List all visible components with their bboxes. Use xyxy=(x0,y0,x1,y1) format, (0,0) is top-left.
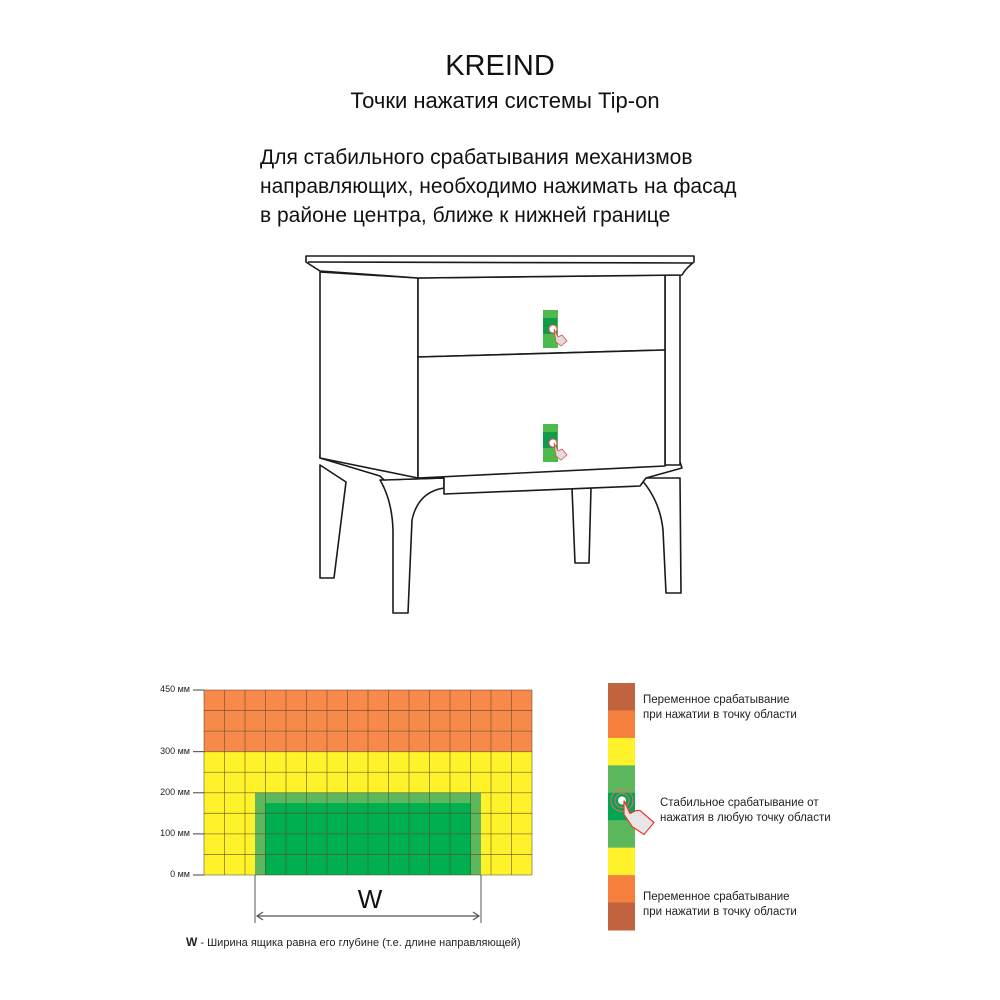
legend-segment xyxy=(608,710,635,739)
legend-variable-bottom: Переменное срабатывание при нажатии в то… xyxy=(643,890,797,920)
instruction-line: Для стабильного срабатывания механизмов xyxy=(260,146,693,169)
legend-line: Стабильное срабатывание от xyxy=(660,797,819,809)
caption-text: - Ширина ящика равна его глубине (т.е. д… xyxy=(197,937,521,949)
legend-line: Переменное срабатывание xyxy=(643,891,790,903)
legend-segment xyxy=(608,737,635,766)
tick-0: 0 мм xyxy=(170,869,190,879)
caption: W - Ширина ящика равна его глубине (т.е.… xyxy=(186,935,521,949)
legend-bar xyxy=(608,683,655,931)
legend-line: нажатия в любую точку области xyxy=(660,812,831,824)
legend-segment xyxy=(608,902,635,931)
leg-front-right xyxy=(639,477,682,594)
bottom-drawer xyxy=(417,349,666,479)
legend-stable: Стабильное срабатывание от нажатия в люб… xyxy=(660,796,831,826)
leg-front-left xyxy=(379,477,445,614)
arrow-head-right xyxy=(472,911,481,921)
legend-line: Переменное срабатывание xyxy=(643,694,790,706)
top-drawer xyxy=(417,274,666,358)
instructions: Для стабильного срабатывания механизмов … xyxy=(260,143,737,230)
tick-200: 200 мм xyxy=(160,787,190,797)
legend-variable-top: Переменное срабатывание при нажатии в то… xyxy=(643,693,797,723)
legend-segment xyxy=(608,875,635,904)
brand-title: KREIND xyxy=(445,50,555,82)
hand-press-icon xyxy=(553,442,568,461)
tabletop xyxy=(305,255,695,279)
caption-symbol: W xyxy=(186,935,198,949)
press-zone-grid xyxy=(193,689,533,923)
press-marker-top xyxy=(543,310,568,348)
leg-back-right xyxy=(571,487,592,564)
press-marker-bottom xyxy=(543,424,568,462)
legend-line: при нажатии в точку области xyxy=(643,906,797,918)
subtitle: Точки нажатия системы Tip-on xyxy=(350,88,660,113)
instruction-line: направляющих, необходимо нажимать на фас… xyxy=(260,175,737,198)
hand-press-icon xyxy=(553,328,568,347)
width-symbol: W xyxy=(357,884,383,914)
nightstand-illustration xyxy=(305,255,695,614)
legend-segment xyxy=(608,765,635,794)
legend-line: при нажатии в точку области xyxy=(643,709,797,721)
instruction-line: в районе центра, ближе к нижней границе xyxy=(260,204,671,227)
leg-left-back xyxy=(319,464,347,579)
tick-300: 300 мм xyxy=(160,746,190,756)
legend-segment xyxy=(608,847,635,876)
legend-segment xyxy=(608,683,635,711)
press-ring xyxy=(614,793,630,808)
hand-press-icon xyxy=(623,800,655,836)
arrow-head-left xyxy=(255,911,264,921)
right-panel xyxy=(664,274,681,466)
tick-100: 100 мм xyxy=(160,828,190,838)
tick-450: 450 мм xyxy=(160,684,190,694)
press-ring xyxy=(610,789,634,812)
side-panel xyxy=(319,271,419,479)
